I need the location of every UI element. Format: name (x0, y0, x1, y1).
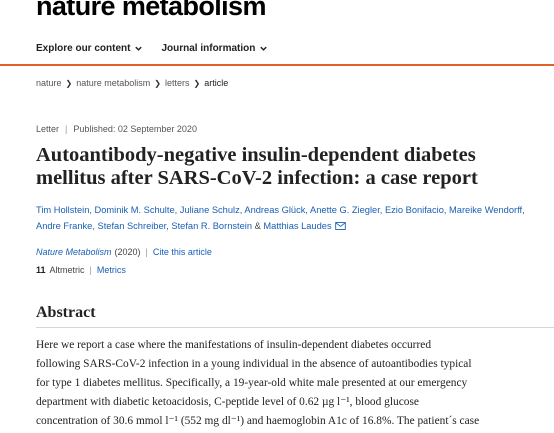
breadcrumb-nature[interactable]: nature (36, 78, 62, 88)
abstract-line: following SARS-CoV-2 infection in a youn… (36, 358, 472, 370)
article-type: Letter (36, 124, 60, 134)
cite-divider: | (145, 247, 148, 257)
abstract-text: Here we report a case where the manifest… (36, 336, 554, 431)
breadcrumb-letters[interactable]: letters (164, 78, 190, 88)
authors-line-1[interactable]: Tim Hollstein, Dominik M. Schulte, Julia… (36, 205, 483, 215)
published-date: Published: 02 September 2020 (73, 124, 197, 134)
main-nav: Explore our content Journal information (36, 41, 286, 55)
chevron-down-icon (135, 46, 143, 51)
chevron-down-icon (260, 46, 268, 51)
chevron-right-icon: ❯ (65, 78, 73, 88)
cite-this-article-link[interactable]: Cite this article (152, 247, 212, 257)
header-accent-rule (0, 64, 554, 66)
abstract-heading: Abstract (36, 304, 96, 321)
journal-name[interactable]: Nature Metabolism (36, 247, 112, 257)
corresponding-author[interactable]: Matthias Laudes (263, 221, 332, 231)
metrics-link[interactable]: Metrics (96, 265, 126, 275)
email-icon[interactable] (334, 222, 346, 230)
article-title: Autoantibody-negative insulin-dependent … (36, 144, 478, 189)
abstract-line: department with diabetic ketoacidosis, C… (36, 396, 419, 408)
publication-year: (2020) (114, 247, 141, 257)
metrics-line: 11 Altmetric | Metrics (36, 265, 126, 275)
abstract-line: Here we report a case where the manifest… (36, 339, 432, 351)
explore-content-menu[interactable]: Explore our content (36, 43, 143, 54)
abstract-divider (36, 327, 554, 328)
authors-line-2[interactable]: Wendorff, Andre Franke, Stefan Schreiber… (36, 205, 525, 231)
breadcrumb-nature-metabolism[interactable]: nature metabolism (76, 78, 151, 88)
chevron-right-icon: ❯ (154, 78, 161, 88)
chevron-right-icon: ❯ (193, 78, 201, 88)
abstract-line: concentration of 30.6 mmol l⁻¹ (552 mg d… (36, 415, 480, 427)
breadcrumb: nature ❯ nature metabolism ❯ letters ❯ a… (36, 78, 228, 88)
altmetric-label[interactable]: Altmetric (49, 265, 85, 275)
citation-line: Nature Metabolism (2020) | Cite this art… (36, 247, 212, 257)
article-meta: Letter | Published: 02 September 2020 (36, 124, 197, 134)
metrics-divider: | (89, 265, 92, 275)
altmetric-score[interactable]: 11 (36, 265, 46, 275)
breadcrumb-article: article (204, 78, 229, 88)
abstract-line: for type 1 diabetes mellitus. Specifical… (36, 377, 468, 389)
meta-divider: | (65, 124, 68, 134)
journal-logo[interactable]: nature metabolism (36, 0, 266, 21)
author-list: Tim Hollstein, Dominik M. Schulte, Julia… (36, 202, 536, 234)
journal-information-menu[interactable]: Journal information (161, 43, 268, 54)
journal-information-label: Journal information (161, 42, 256, 54)
authors-ampersand: & (254, 221, 261, 231)
explore-content-label: Explore our content (36, 42, 131, 54)
